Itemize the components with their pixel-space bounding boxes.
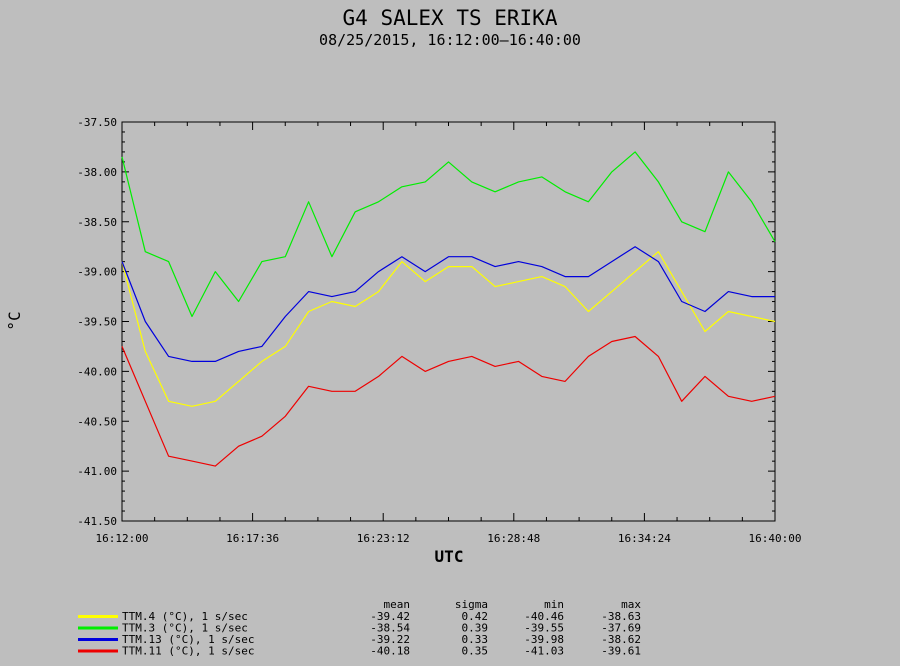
legend-mean-value: -39.22 <box>370 633 410 646</box>
legend-min-value: -40.46 <box>524 610 564 623</box>
legend-header-max: max <box>621 598 641 611</box>
chart-subtitle: 08/25/2015, 16:12:00–16:40:00 <box>319 31 581 49</box>
legend-series-name: TTM.13 (°C), 1 s/sec <box>122 633 254 646</box>
x-tick-label: 16:12:00 <box>96 532 149 545</box>
legend-mean-value: -40.18 <box>370 645 410 658</box>
legend-sigma-value: 0.33 <box>462 633 489 646</box>
y-tick-label: -41.00 <box>77 465 117 478</box>
chart-title: G4 SALEX TS ERIKA <box>343 6 558 30</box>
y-tick-label: -37.50 <box>77 116 117 129</box>
series-line-1 <box>121 151 776 318</box>
series-line-3 <box>121 335 776 467</box>
y-axis-label: °C <box>5 311 24 330</box>
x-tick-label: 16:23:12 <box>357 532 410 545</box>
y-tick-label: -39.00 <box>77 266 117 279</box>
legend-min-value: -39.55 <box>524 622 564 635</box>
legend-max-value: -37.69 <box>601 622 641 635</box>
y-tick-label: -40.50 <box>77 415 117 428</box>
legend-sigma-value: 0.35 <box>462 645 489 658</box>
y-tick-label: -39.50 <box>77 316 117 329</box>
legend: mean sigma min max TTM.4 (°C), 1 s/sec -3… <box>78 598 641 658</box>
series-lines <box>121 151 776 467</box>
legend-min-value: -41.03 <box>524 645 564 658</box>
x-axis-label: UTC <box>435 547 464 566</box>
legend-max-value: -38.63 <box>601 610 641 623</box>
legend-series-name: TTM.4 (°C), 1 s/sec <box>122 610 248 623</box>
x-axis: 16:12:00 16:17:36 16:23:12 16:28:48 16:34:24… <box>96 122 802 545</box>
plot-frame <box>121 121 776 522</box>
legend-min-value: -39.98 <box>524 633 564 646</box>
legend-header-sigma: sigma <box>455 598 488 611</box>
y-tick-label: -38.00 <box>77 166 117 179</box>
legend-mean-value: -38.54 <box>370 622 410 635</box>
x-tick-label: 16:34:24 <box>618 532 671 545</box>
y-tick-label: -38.50 <box>77 216 117 229</box>
y-axis: -37.50 -38.00 -38.50 -39.00 -39.50 -40.00 -40.… <box>77 116 775 528</box>
x-tick-label: 16:40:00 <box>749 532 802 545</box>
legend-series-name: TTM.3 (°C), 1 s/sec <box>122 622 248 635</box>
legend-max-value: -38.62 <box>601 633 641 646</box>
series-line-2 <box>121 246 775 362</box>
legend-max-value: -39.61 <box>601 645 641 658</box>
x-tick-label: 16:17:36 <box>226 532 279 545</box>
x-tick-label: 16:28:48 <box>487 532 540 545</box>
legend-sigma-value: 0.42 <box>462 610 489 623</box>
legend-header-mean: mean <box>384 598 411 611</box>
legend-series-name: TTM.11 (°C), 1 s/sec <box>122 645 254 658</box>
y-tick-label: -40.00 <box>77 365 117 378</box>
series-line-0 <box>121 251 776 407</box>
y-tick-label: -41.50 <box>77 515 117 528</box>
legend-sigma-value: 0.39 <box>462 622 489 635</box>
legend-mean-value: -39.42 <box>370 610 410 623</box>
legend-header-min: min <box>544 598 564 611</box>
